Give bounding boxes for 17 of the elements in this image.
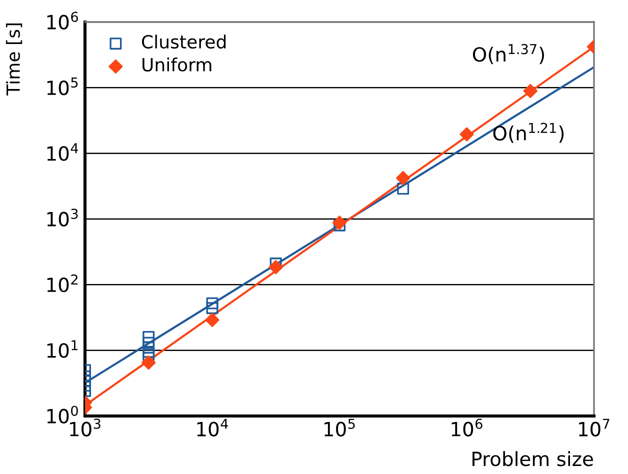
- legend-label: Uniform: [142, 58, 212, 72]
- legend-label: Clustered: [142, 34, 226, 49]
- x-tick-label: 10$^{6}$: [452, 418, 482, 436]
- annotation: O(n$^{1.37}$): [472, 44, 544, 64]
- y-tick-label: 10$^{3}$: [47, 208, 78, 227]
- y-tick-label: 10$^{2}$: [47, 274, 78, 292]
- y-tick-label: 10$^{6}$: [47, 12, 78, 30]
- x-tick-label: 10$^{4}$: [197, 418, 228, 436]
- y-tick-label: 10$^{1}$: [47, 340, 78, 358]
- x-tick-label: 10$^{3}$: [70, 418, 100, 436]
- x-tick-label: 10$^{5}$: [324, 418, 355, 436]
- annotation: O(n$^{1.21}$): [493, 122, 564, 143]
- x-tick-label: 10$^{7}$: [579, 418, 610, 436]
- y-tick-label: 10$^{5}$: [47, 78, 78, 96]
- y-axis-title: Time [s]: [6, 24, 22, 96]
- x-axis-title: Problem size: [472, 451, 593, 466]
- y-tick-label: 10$^{4}$: [47, 143, 78, 161]
